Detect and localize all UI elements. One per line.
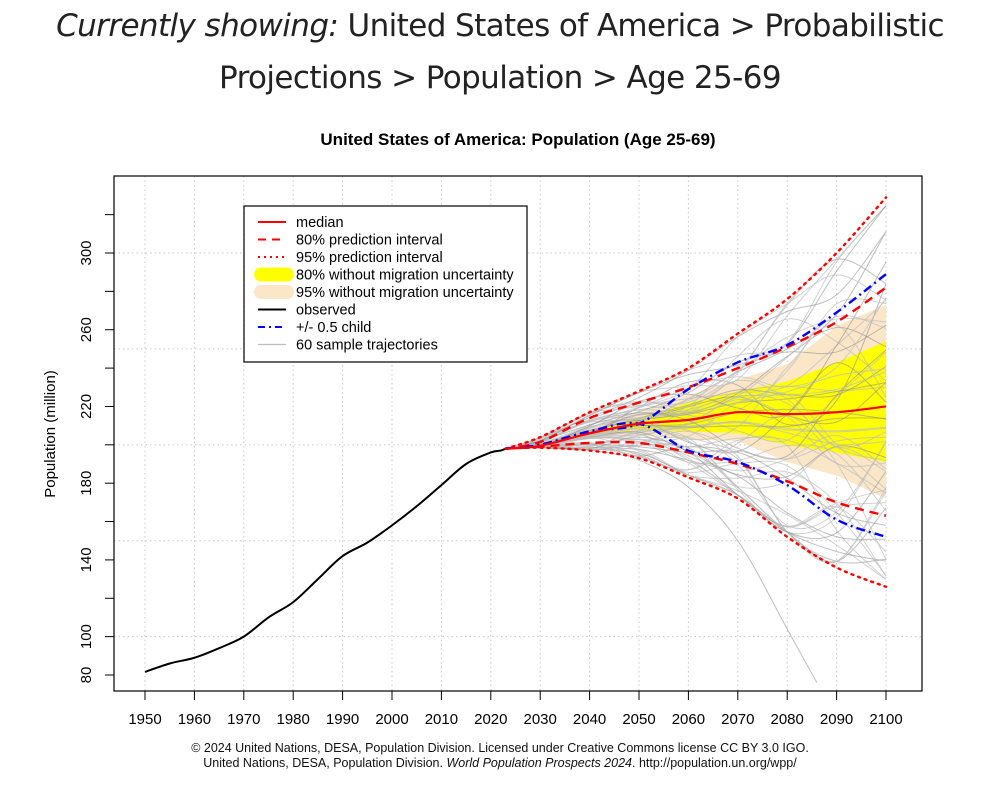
x-tick-label: 1970 — [227, 711, 260, 728]
x-tick-label: 2070 — [721, 711, 754, 728]
x-tick-label: 2010 — [425, 711, 458, 728]
legend-entry: median — [258, 215, 344, 231]
x-tick-label: 2080 — [771, 711, 804, 728]
projection-lines — [144, 196, 888, 673]
legend-entry: 80% prediction interval — [258, 233, 443, 249]
chart-title: United States of America: Population (Ag… — [320, 130, 715, 149]
x-tick-label: 1950 — [128, 711, 161, 728]
x-tick-label: 2030 — [524, 711, 557, 728]
x-tick-label: 2040 — [573, 711, 606, 728]
footer-citation-a: United Nations, DESA, Population Divisio… — [203, 756, 447, 770]
footer-credits: © 2024 United Nations, DESA, Population … — [0, 741, 1000, 771]
page-heading: Currently showing: United States of Amer… — [0, 0, 1000, 104]
legend-swatch-band95 — [254, 285, 294, 299]
pi80-upper-line — [505, 286, 887, 450]
legend-box — [243, 205, 528, 363]
legend-entry: 95% without migration uncertainty — [254, 285, 514, 301]
legend-label: observed — [296, 303, 356, 319]
y-tick-label: 140 — [78, 547, 95, 572]
footer-citation-title: World Population Prospects 2024 — [446, 756, 632, 770]
y-tick-label: 300 — [78, 240, 95, 265]
heading-line-1: Currently showing: United States of Amer… — [0, 0, 1000, 52]
legend-label: median — [296, 215, 344, 231]
pi95-lower-line — [504, 446, 888, 588]
half-child-upper-line — [505, 273, 887, 450]
legend-swatch-band80 — [254, 267, 294, 282]
x-tick-label: 2000 — [375, 711, 408, 728]
y-tick-label: 100 — [78, 624, 95, 649]
sample-trajectory — [505, 205, 887, 450]
axes: 1950 1960 1970 1980 1990 2000 2010 2020 2030 2040… — [78, 214, 903, 728]
legend-entry: observed — [258, 303, 356, 319]
legend-entry: 60 sample trajectories — [258, 338, 438, 354]
uncertainty-bands — [505, 304, 886, 499]
legend-entry: 95% prediction interval — [258, 250, 443, 266]
x-tick-label: 2090 — [820, 711, 853, 728]
x-tick-label: 2100 — [869, 711, 902, 728]
half-child-lower-line — [505, 421, 887, 539]
breadcrumb-part-2: Projections > Population > Age 25-69 — [219, 60, 782, 96]
plot-frame — [113, 175, 923, 692]
heading-prefix: Currently showing: — [56, 8, 339, 44]
legend-label: 60 sample trajectories — [296, 338, 438, 354]
legend-entry: +/- 0.5 child — [258, 320, 371, 336]
y-tick-label: 180 — [78, 471, 95, 496]
x-tick-label: 2050 — [622, 711, 655, 728]
x-tick-label: 2020 — [474, 711, 507, 728]
sample-trajectory — [505, 443, 818, 683]
legend-label: +/- 0.5 child — [296, 320, 371, 336]
x-tick-label: 1980 — [277, 711, 310, 728]
sample-trajectory — [505, 231, 887, 450]
x-tick-label: 2060 — [672, 711, 705, 728]
footer-citation-url: . http://population.un.org/wpp/ — [632, 756, 797, 770]
legend-entry: 80% without migration uncertainty — [254, 267, 514, 284]
y-tick-label: 260 — [78, 317, 95, 342]
x-tick-label: 1990 — [326, 711, 359, 728]
legend-label: 80% prediction interval — [296, 233, 443, 249]
footer-license: © 2024 United Nations, DESA, Population … — [191, 741, 809, 755]
y-axis-label: Population (million) — [42, 370, 59, 498]
legend-label: 80% without migration uncertainty — [296, 268, 514, 284]
sample-trajectory — [505, 436, 887, 494]
footer-citation: United Nations, DESA, Population Divisio… — [0, 756, 1000, 771]
x-tick-label: 1960 — [178, 711, 211, 728]
legend-label: 95% prediction interval — [296, 250, 443, 266]
breadcrumb-part-1: United States of America > Probabilistic — [347, 8, 945, 44]
observed-line — [144, 447, 507, 673]
legend-label: 95% without migration uncertainty — [296, 285, 514, 301]
y-tick-label: 220 — [78, 394, 95, 419]
sample-trajectory — [505, 231, 887, 450]
y-tick-label: 80 — [78, 667, 95, 684]
pi80-lower-line — [505, 440, 887, 517]
median-line — [505, 405, 887, 450]
